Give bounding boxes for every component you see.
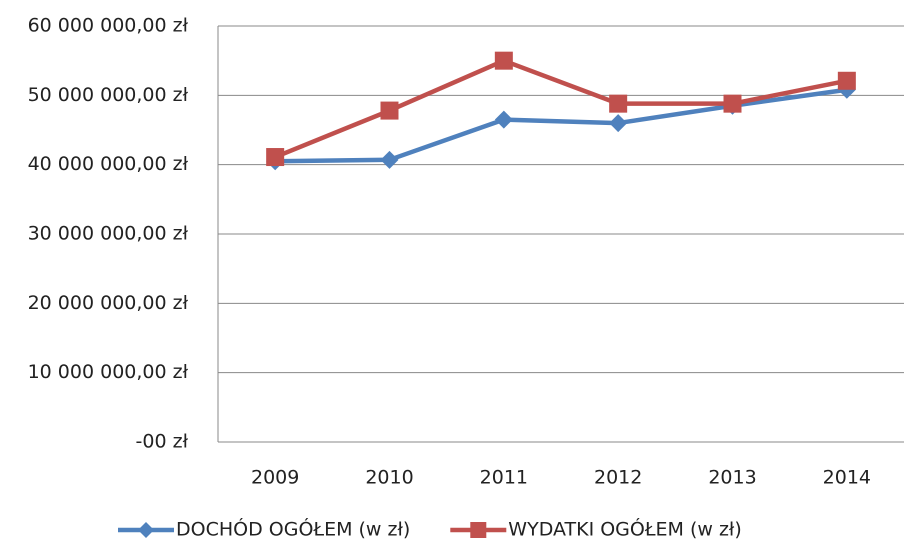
data-point (609, 94, 628, 113)
y-tick-label: 60 000 000,00 zł (28, 15, 189, 37)
y-tick-label: 50 000 000,00 zł (28, 84, 189, 106)
x-tick-label: 2014 (823, 467, 871, 489)
legend-label: DOCHÓD OGÓŁEM (w zł) (176, 517, 410, 541)
legend-marker (470, 522, 487, 538)
x-tick-label: 2010 (365, 467, 413, 489)
data-point (494, 51, 513, 70)
series-line (275, 87, 848, 164)
legend-marker (138, 522, 154, 538)
y-tick-label: -00 zł (136, 431, 189, 453)
x-tick-label: 2011 (480, 467, 528, 489)
y-tick-label: 10 000 000,00 zł (28, 361, 189, 383)
x-tick-label: 2012 (594, 467, 642, 489)
x-tick-label: 2013 (708, 467, 756, 489)
x-tick-label: 2009 (251, 467, 299, 489)
data-point (494, 110, 513, 129)
legend-label: WYDATKI OGÓŁEM (w zł) (508, 517, 741, 541)
data-point (266, 148, 285, 167)
data-point (380, 101, 399, 120)
series-line (274, 58, 848, 160)
y-tick-label: 40 000 000,00 zł (28, 153, 189, 175)
data-point (380, 150, 399, 169)
data-point (837, 71, 856, 90)
y-tick-label: 30 000 000,00 zł (28, 223, 189, 245)
data-point (723, 94, 742, 113)
y-tick-label: 20 000 000,00 zł (28, 292, 189, 314)
data-point (609, 114, 628, 133)
